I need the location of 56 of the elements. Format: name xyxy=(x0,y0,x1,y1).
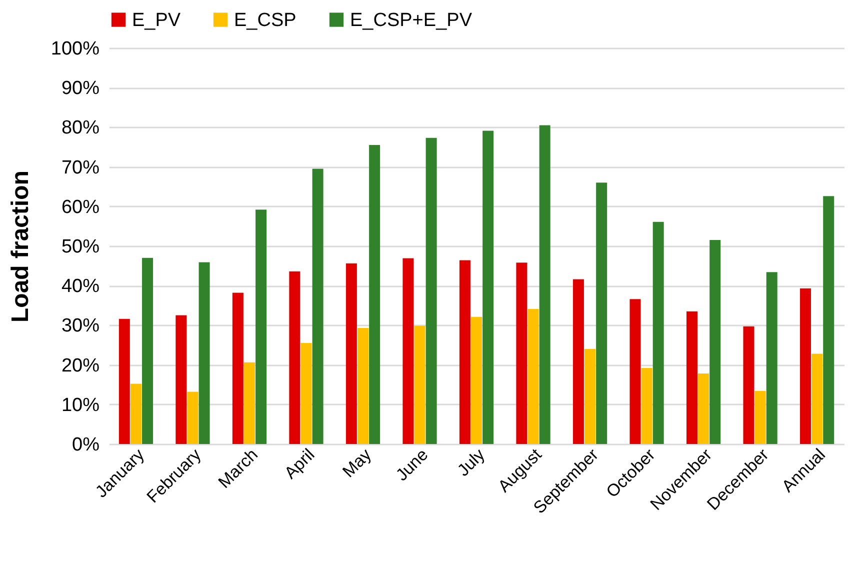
bar xyxy=(118,318,130,444)
bar xyxy=(289,271,300,444)
bar xyxy=(300,343,312,444)
bar xyxy=(346,263,357,444)
y-tick-label: 70% xyxy=(61,157,100,178)
y-tick-label: 20% xyxy=(61,355,100,376)
bar xyxy=(528,308,539,444)
y-tick-label: 10% xyxy=(61,394,100,416)
legend-label: E_PV xyxy=(132,10,181,31)
bar xyxy=(244,362,255,444)
x-tick-label: May xyxy=(338,444,376,482)
bar xyxy=(369,145,380,444)
bar xyxy=(766,272,778,444)
bar xyxy=(198,262,210,444)
bar xyxy=(698,374,710,444)
bar xyxy=(142,258,154,444)
bar xyxy=(652,222,664,444)
y-tick-label: 30% xyxy=(61,316,100,337)
y-tick-label: 0% xyxy=(72,434,100,456)
bar xyxy=(312,168,324,444)
bar xyxy=(710,240,721,444)
y-tick-label: 50% xyxy=(61,236,100,258)
bar xyxy=(812,354,823,444)
y-tick-label: 100% xyxy=(50,38,100,60)
bar xyxy=(471,316,482,444)
bar xyxy=(187,392,198,444)
bar xyxy=(823,196,834,444)
bar xyxy=(256,210,267,444)
bar xyxy=(686,311,698,444)
bar xyxy=(414,326,426,444)
y-tick-label: 60% xyxy=(61,196,100,218)
y-tick-label: 40% xyxy=(61,276,100,298)
bar xyxy=(743,326,754,444)
legend-label: E_CSP+E_PV xyxy=(350,10,472,31)
legend-label: E_CSP xyxy=(234,10,296,31)
bar xyxy=(630,299,641,444)
bar xyxy=(130,384,142,444)
bar xyxy=(482,130,494,444)
x-tick-label: July xyxy=(454,444,489,480)
y-tick-label: 80% xyxy=(61,118,100,139)
bar xyxy=(754,390,766,444)
y-tick-label: 90% xyxy=(61,78,100,100)
bar xyxy=(800,288,811,444)
bar xyxy=(584,348,596,444)
bar xyxy=(232,292,244,444)
bar xyxy=(426,138,437,444)
bar xyxy=(176,315,187,444)
bar xyxy=(357,328,368,444)
bar xyxy=(459,260,470,444)
bar xyxy=(402,258,414,444)
bar xyxy=(572,279,584,444)
bar xyxy=(539,125,550,444)
bar xyxy=(596,182,608,444)
bar xyxy=(641,368,652,444)
y-axis-title: Load fraction xyxy=(6,170,34,323)
bar xyxy=(516,262,528,444)
